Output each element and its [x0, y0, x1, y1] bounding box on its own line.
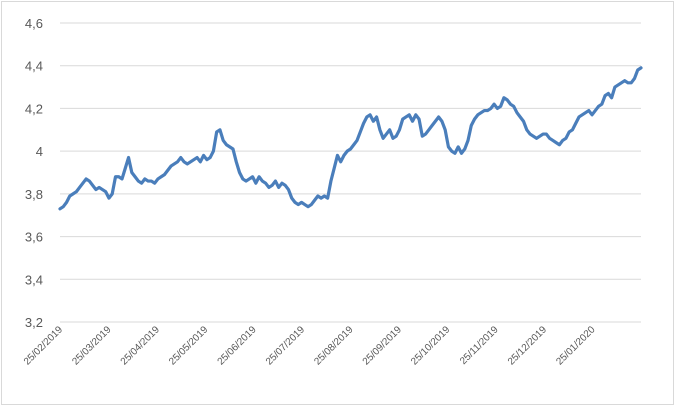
x-tick-label: 25/04/2019 [119, 324, 162, 367]
y-tick-label: 3,6 [25, 230, 43, 245]
y-tick-label: 4,6 [25, 16, 43, 31]
y-tick-label: 3,4 [25, 272, 43, 287]
x-tick-label: 25/11/2019 [458, 324, 501, 367]
x-tick-label: 25/06/2019 [216, 324, 259, 367]
y-tick-label: 3,2 [25, 315, 43, 330]
x-tick-label: 25/09/2019 [361, 324, 404, 367]
x-tick-label: 25/05/2019 [167, 324, 210, 367]
y-tick-label: 3,8 [25, 187, 43, 202]
y-axis-tick-labels: 3,2 3,4 3,6 3,8 4 4,2 4,4 4,6 [25, 16, 43, 330]
x-tick-label: 25/07/2019 [264, 324, 307, 367]
gridlines [60, 22, 641, 323]
y-tick-label: 4,2 [25, 101, 43, 116]
series-line [58, 66, 643, 211]
y-tick-label: 4 [36, 144, 43, 159]
x-tick-label: 25/10/2019 [409, 324, 452, 367]
y-tick-label: 4,4 [25, 59, 43, 74]
x-tick-label: 25/01/2020 [554, 324, 597, 367]
x-tick-label: 25/03/2019 [70, 324, 113, 367]
x-tick-label: 25/02/2019 [22, 324, 65, 367]
x-tick-label: 25/08/2019 [312, 324, 355, 367]
x-axis-tick-labels: 25/02/2019 25/03/2019 25/04/2019 25/05/2019… [22, 324, 598, 367]
series-layer [58, 66, 643, 211]
x-tick-label: 25/12/2019 [506, 324, 549, 367]
